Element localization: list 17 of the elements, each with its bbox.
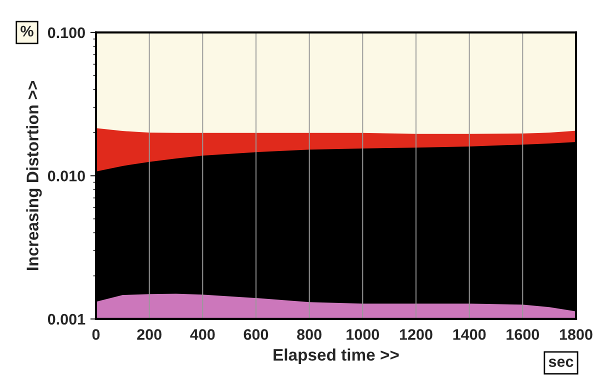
x-tick-label: 0 [92,329,100,340]
y-tick-label: 0.001 [48,314,86,325]
text: % [20,26,34,37]
x-axis-title: Elapsed time >> [274,348,399,364]
y-tick-label: 0.100 [48,27,85,38]
x-tick-label: 600 [244,329,268,340]
x-tick-label: 200 [137,329,162,340]
x-tick-label: 400 [190,329,215,340]
x-tick-label: 1200 [400,329,432,340]
x-tick-label: 1400 [453,329,486,340]
x-tick-label: 1600 [506,329,540,340]
x-tick-label: 1000 [346,329,380,340]
x-tick-label: 1800 [560,329,592,340]
y-tick-label: 0.010 [48,170,85,182]
x-tick-label: 800 [297,329,322,340]
y-axis-title: Increasing Distortion >> [26,80,42,270]
text: sec [548,358,574,367]
